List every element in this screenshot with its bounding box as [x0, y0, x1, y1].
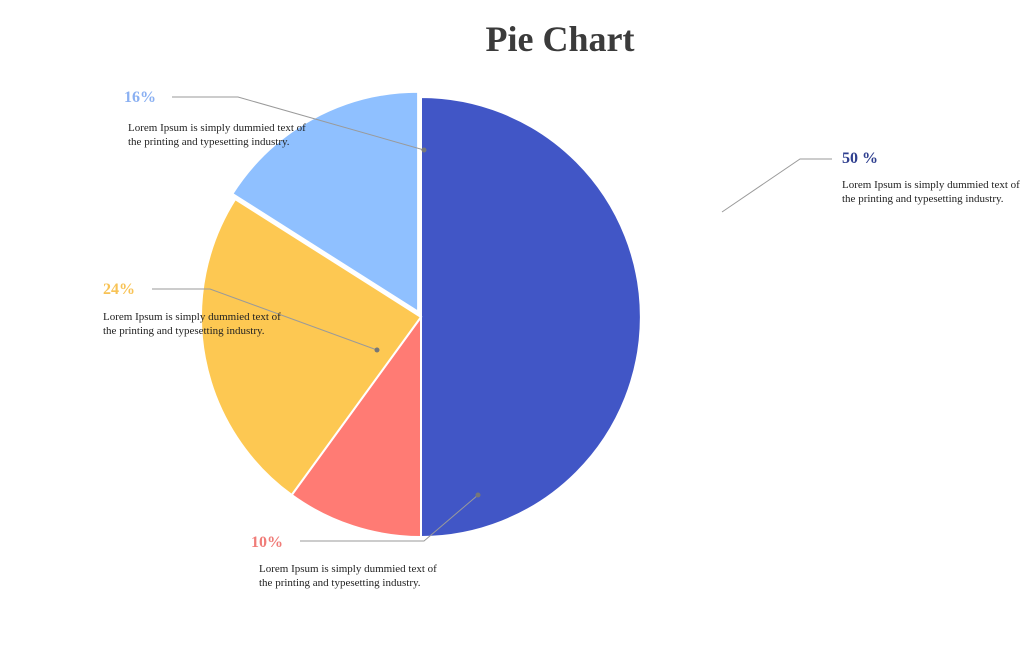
- leader-dot-50: [475, 492, 481, 498]
- label-percent-16: 16%: [124, 89, 156, 106]
- leader-line-50: [721, 158, 832, 213]
- slice-50: [420, 95, 642, 539]
- label-percent-24: 24%: [103, 281, 135, 298]
- leader-line-10: [300, 494, 479, 542]
- label-percent-10: 10%: [251, 534, 283, 551]
- label-text-50: Lorem Ipsum is simply dummied text of th…: [842, 179, 1020, 205]
- slice-16: [230, 90, 420, 314]
- leader-line-16: [172, 96, 425, 151]
- leader-dot-16: [421, 147, 427, 153]
- label-percent-50: 50 %: [842, 150, 878, 167]
- label-text-10: Lorem Ipsum is simply dummied text of th…: [259, 563, 437, 589]
- slice-10: [290, 313, 422, 539]
- label-text-24: Lorem Ipsum is simply dummied text of th…: [103, 311, 281, 337]
- label-text-16: Lorem Ipsum is simply dummied text of th…: [128, 122, 306, 148]
- leader-dot-24: [374, 347, 380, 353]
- leader-line-24: [152, 288, 378, 351]
- chart-title: Pie Chart: [485, 19, 635, 59]
- slice-24: [200, 197, 423, 497]
